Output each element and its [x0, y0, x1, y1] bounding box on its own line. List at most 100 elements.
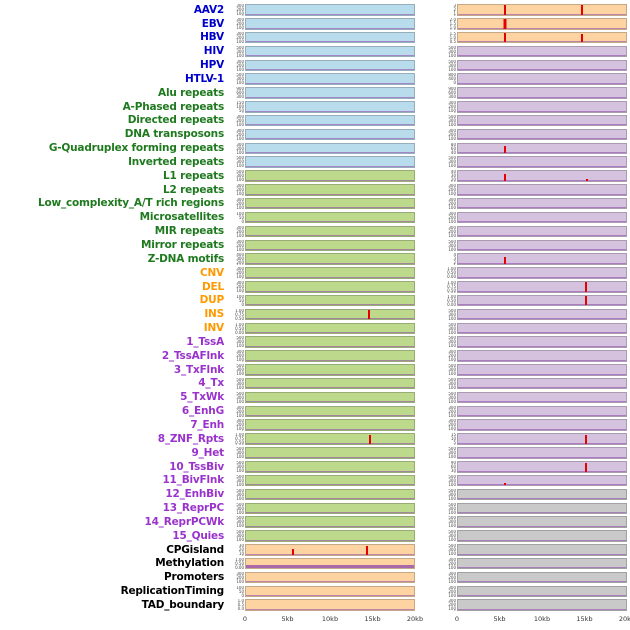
y-tick-label: 0.00 — [447, 274, 456, 279]
y-tick-label: 200 — [448, 353, 456, 359]
y-tick-label: 300 — [448, 367, 456, 373]
y-tick-label: 0.5 — [449, 38, 456, 44]
y-tick-label: 300 — [236, 114, 244, 119]
signal-spike — [504, 174, 507, 181]
signal-spike — [504, 257, 507, 264]
baseline — [246, 69, 414, 71]
right-y-axis-ticks: 1.51.00.50.0 — [440, 32, 457, 44]
y-tick-label: 300 — [448, 159, 456, 165]
track-plot-right — [457, 322, 627, 335]
y-tick-label: 0.0 — [237, 606, 244, 611]
y-tick-label: 0 — [241, 592, 244, 598]
signal-spike — [367, 310, 370, 320]
y-tick-label: 300 — [448, 419, 456, 424]
y-tick-label: 100 — [448, 564, 456, 570]
y-tick-label: 100 — [448, 371, 456, 376]
track-label: HTLV-1 — [184, 72, 224, 85]
track-plot-right — [457, 364, 627, 376]
right-y-axis-ticks: 3210 — [440, 4, 457, 16]
y-tick-label: 50 — [238, 297, 244, 303]
y-tick-label: 0.00 — [235, 564, 244, 570]
y-tick-label: 100 — [448, 592, 456, 598]
y-tick-label: 300 — [448, 477, 456, 483]
track-label: HIV — [203, 45, 224, 58]
track-plot-left — [245, 364, 415, 376]
y-tick-label: 100 — [236, 454, 244, 459]
x-tick-label: 15kb — [576, 615, 593, 624]
right-y-axis-ticks: 800 400 0 — [440, 73, 457, 85]
track-label: Directed repeats — [127, 114, 224, 127]
track-plot-left — [245, 585, 415, 598]
y-tick-label: 40 — [450, 149, 456, 155]
baseline — [246, 373, 414, 375]
baseline — [246, 179, 414, 181]
y-tick-label: 300 — [448, 184, 456, 189]
y-tick-label: 200 — [448, 187, 456, 193]
baseline — [246, 525, 414, 527]
track-plot-left — [245, 391, 415, 404]
y-tick-label: 60 — [450, 464, 456, 470]
baseline — [246, 442, 414, 444]
y-tick-label: 500 — [448, 474, 456, 479]
track-plot-left — [245, 87, 415, 99]
track-plot-right — [457, 142, 627, 155]
y-tick-label: 100 — [236, 38, 244, 44]
right-y-axis-ticks: 500 300 100 — [440, 323, 457, 335]
baseline — [246, 249, 414, 251]
track-plot-left — [245, 461, 415, 473]
y-tick-label: 1.00 — [235, 308, 244, 313]
y-tick-label: 200 — [236, 117, 244, 123]
track-label: A-Phased repeats — [122, 100, 225, 113]
track-plot-right — [457, 253, 627, 265]
track-plot-right — [457, 73, 627, 85]
track-label: HBV — [200, 31, 224, 44]
right-y-axis-ticks: 500 300 100 — [440, 544, 457, 556]
track-row: 10_TssBiv5003001009060300 — [10, 460, 630, 474]
y-tick-label: 500 — [236, 502, 244, 507]
baseline — [458, 82, 626, 84]
x-tick-label: 10kb — [533, 615, 551, 624]
left-y-axis-ticks: 500 300 100 — [228, 447, 245, 459]
track-plot-left — [245, 225, 415, 238]
track-plot-left — [245, 18, 415, 30]
y-tick-label: 200 — [448, 408, 456, 414]
track-row: L1 repeats500300100403020100 — [10, 169, 630, 183]
track-plot-left — [245, 59, 415, 72]
track-label: L2 repeats — [163, 183, 224, 196]
signal-spike — [504, 5, 507, 15]
y-tick-label: 1.00 — [447, 294, 456, 299]
y-tick-label: 100 — [236, 509, 244, 515]
baseline — [458, 512, 626, 514]
right-y-axis-ticks: 500 300 100 — [440, 516, 457, 528]
baseline — [458, 290, 626, 292]
track-plot-left — [245, 267, 415, 279]
baseline — [458, 498, 626, 500]
track-row: Low_complexity_A/T rich regions 300 200 100… — [10, 197, 630, 211]
right-y-axis-ticks: 1.00 0.50 0.00 — [440, 295, 457, 307]
y-tick-label: 300 — [448, 48, 456, 54]
baseline — [246, 96, 414, 98]
y-tick-label: 300 — [448, 519, 456, 525]
baseline — [458, 484, 626, 486]
y-tick-label: 200 — [448, 602, 456, 608]
y-tick-label: 2 — [453, 7, 456, 13]
left-y-axis-ticks: 500 300 100 — [228, 378, 245, 390]
track-label: DUP — [199, 294, 225, 307]
baseline — [246, 539, 414, 541]
y-tick-label: 1.00 — [235, 322, 244, 327]
track-label: 8_ZNF_Rpts — [157, 432, 224, 445]
signal-spike — [584, 282, 587, 292]
y-tick-label: 50 — [238, 214, 244, 220]
track-row: 4_Tx 500 300 100 500 300 100 — [10, 377, 630, 391]
y-tick-label: 300 — [236, 267, 244, 272]
y-tick-label: 1.5 — [449, 21, 456, 27]
y-tick-label: 100 — [448, 523, 456, 528]
y-tick-label: 300 — [236, 225, 244, 230]
y-tick-label: 100 — [236, 66, 244, 72]
baseline — [458, 138, 626, 140]
